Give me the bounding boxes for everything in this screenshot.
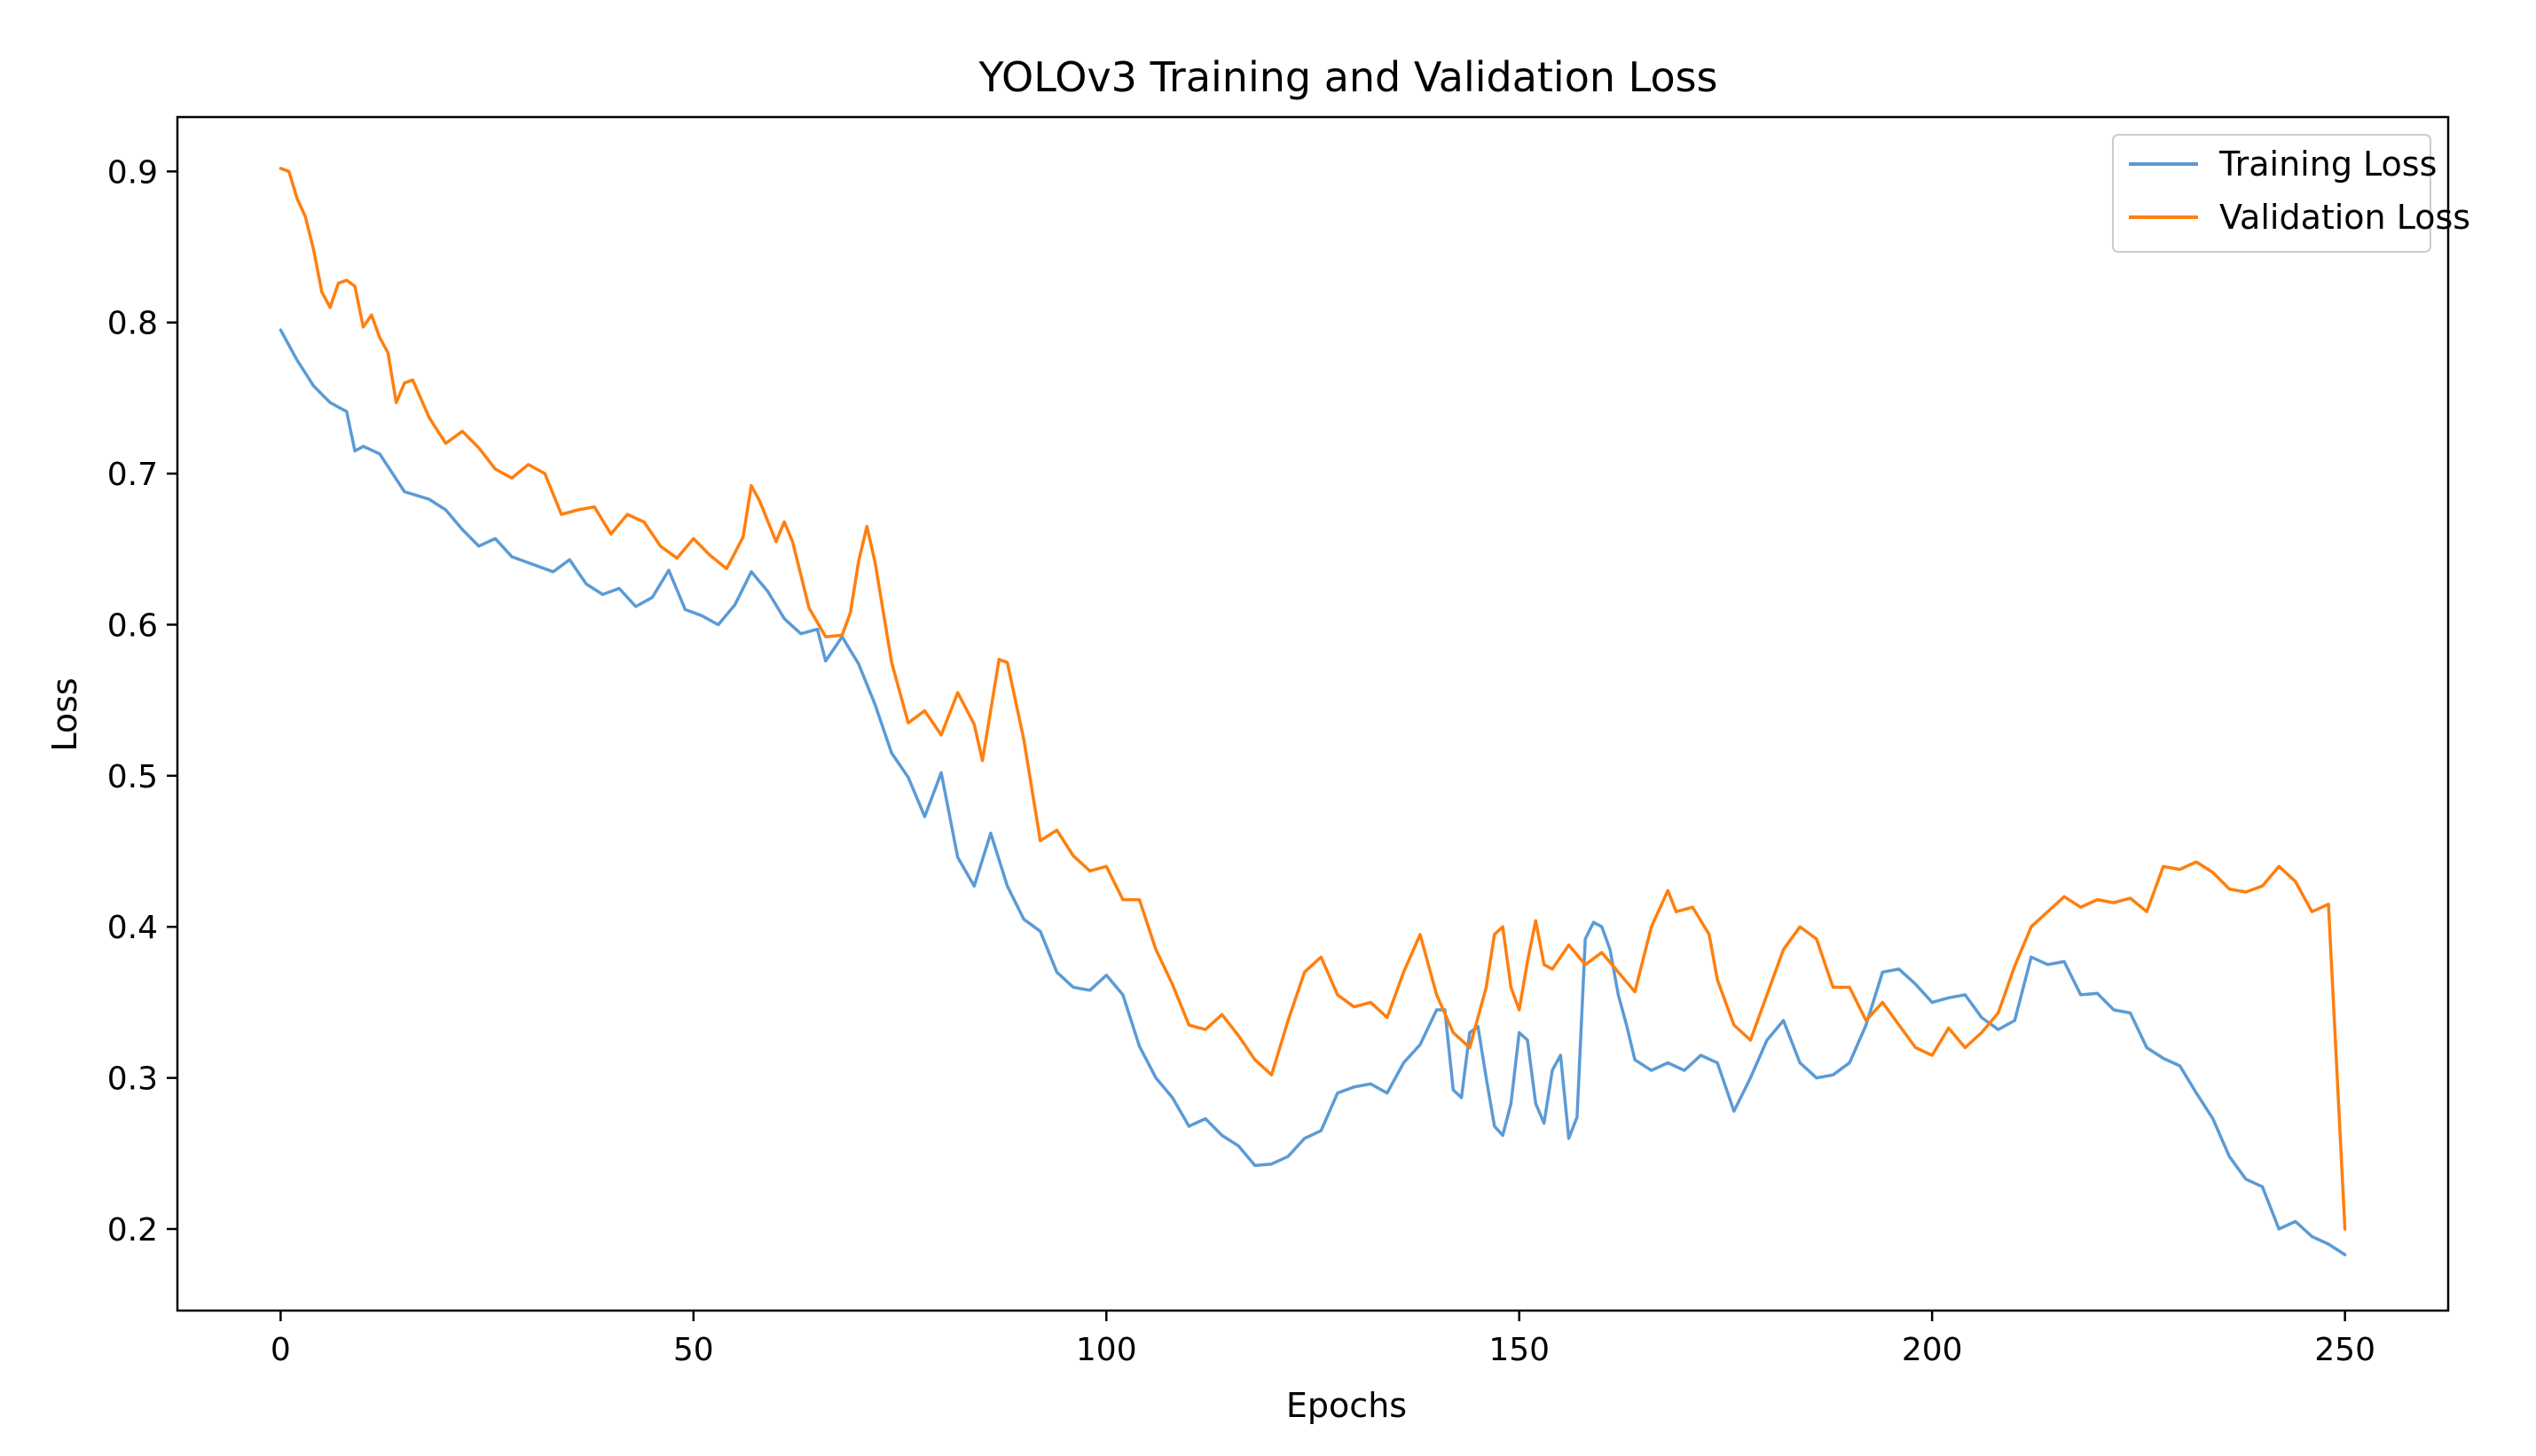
y-tick-label: 0.8 xyxy=(107,306,158,342)
y-axis-label: Loss xyxy=(45,677,84,751)
x-tick-label: 150 xyxy=(1488,1332,1550,1368)
plot-area-frame xyxy=(176,115,2450,1312)
tick-layer: 0 50 100 150 200 250 0.2 0.3 0.4 0.5 0.6 0.7 0.8 0.9 xyxy=(107,154,2375,1368)
y-tick-label: 0.4 xyxy=(107,910,158,946)
x-tick-label: 50 xyxy=(673,1332,714,1368)
x-tick-label: 200 xyxy=(1902,1332,1963,1368)
y-tick-label: 0.9 xyxy=(107,154,158,191)
legend-label-training-loss: Training Loss xyxy=(2218,145,2437,184)
y-tick-label: 0.6 xyxy=(107,607,158,644)
chart-title: YOLOv3 Training and Validation Loss xyxy=(977,53,1717,101)
series-line-training-loss xyxy=(279,328,2347,1256)
x-tick-label: 100 xyxy=(1076,1332,1137,1368)
x-tick-label: 0 xyxy=(271,1332,291,1368)
y-tick-label: 0.7 xyxy=(107,457,158,493)
legend: Training Loss Validation Loss xyxy=(2112,134,2470,253)
series-line-validation-loss xyxy=(279,167,2347,1231)
x-axis-label: Epochs xyxy=(1286,1386,1407,1425)
y-tick-label: 0.5 xyxy=(107,759,158,795)
legend-label-validation-loss: Validation Loss xyxy=(2219,198,2470,237)
y-tick-label: 0.2 xyxy=(107,1212,158,1249)
series-layer xyxy=(279,167,2347,1256)
x-tick-label: 250 xyxy=(2314,1332,2375,1368)
y-tick-label: 0.3 xyxy=(107,1061,158,1098)
